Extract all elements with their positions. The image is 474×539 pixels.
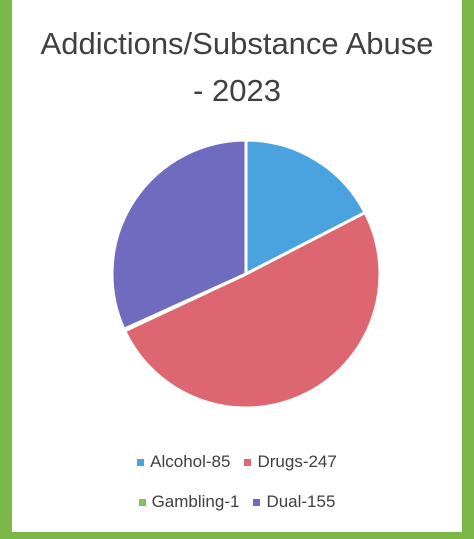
legend-item-dual: Dual-155 — [253, 492, 335, 512]
pie-slice-alcohol — [244, 138, 367, 276]
legend-swatch-dual — [253, 498, 261, 506]
legend-item-alcohol: Alcohol-85 — [137, 452, 230, 472]
legend-label-drugs: Drugs-247 — [257, 452, 337, 471]
legend-label-alcohol: Alcohol-85 — [150, 452, 231, 471]
legend-swatch-alcohol — [137, 458, 145, 466]
chart-subtitle: - 2023 — [193, 73, 281, 108]
legend-swatch-gambling — [138, 498, 146, 506]
chart-panel: Addictions/Substance Abuse - 2023 Alcoho… — [12, 0, 462, 532]
legend-label-dual: Dual-155 — [266, 492, 336, 511]
legend-item-drugs: Drugs-247 — [244, 452, 337, 472]
legend-row-2: Gambling-1 Dual-155 — [12, 492, 462, 512]
chart-title: Addictions/Substance Abuse — [40, 26, 434, 61]
pie-slice-dual — [110, 138, 248, 331]
legend-label-gambling: Gambling-1 — [151, 492, 240, 511]
pie-slice-drugs — [123, 211, 382, 410]
pie-chart — [110, 138, 382, 410]
legend-row-1: Alcohol-85 Drugs-247 — [12, 452, 462, 472]
legend-swatch-drugs — [244, 458, 252, 466]
legend-item-gambling: Gambling-1 — [138, 492, 240, 512]
